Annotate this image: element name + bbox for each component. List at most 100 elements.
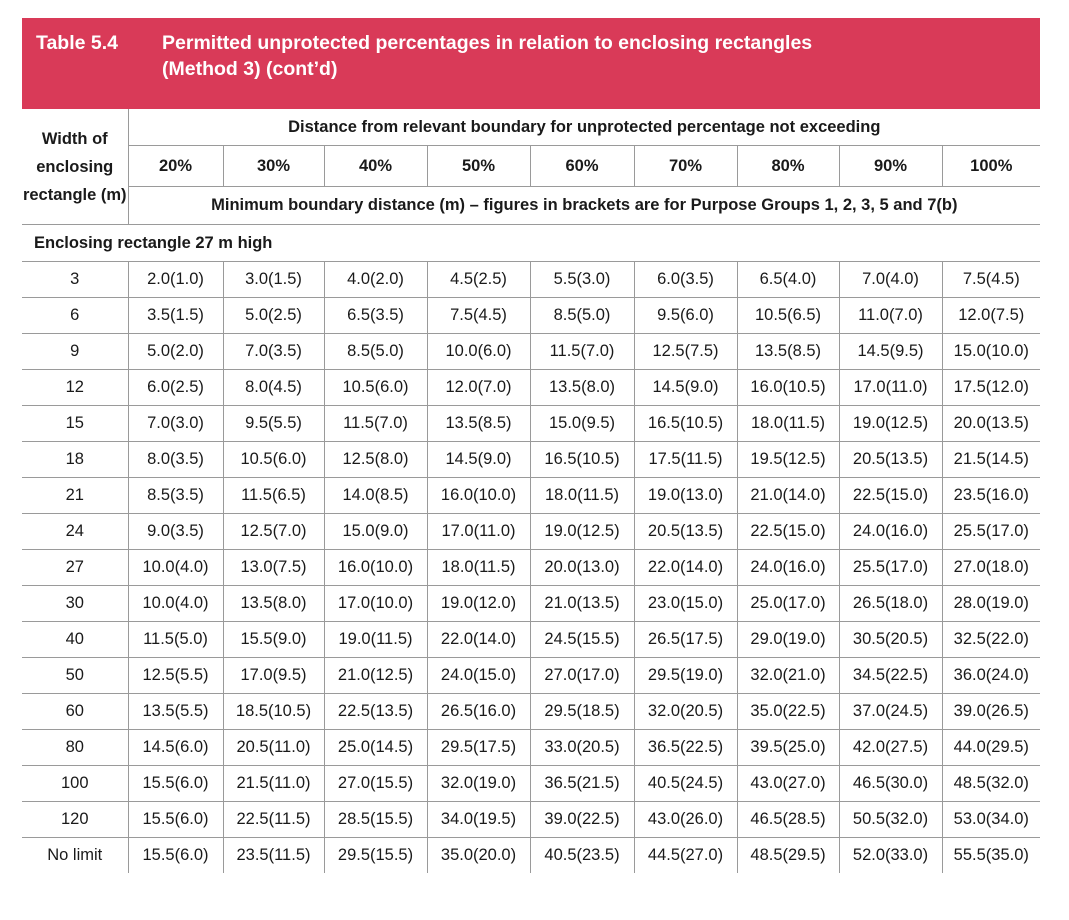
distance-cell: 30.5(20.5) xyxy=(838,621,943,658)
distance-cell: 25.5(17.0) xyxy=(941,513,1041,550)
minimum-distance-header: Minimum boundary distance (m) – figures … xyxy=(127,186,1041,225)
distance-cell: 28.5(15.5) xyxy=(323,801,428,838)
distance-cell: 20.5(13.5) xyxy=(838,441,943,478)
width-cell: 27 xyxy=(22,549,129,586)
percentage-header: 20% xyxy=(127,145,224,187)
distance-cell: 36.5(21.5) xyxy=(529,765,635,802)
distance-cell: 18.0(11.5) xyxy=(426,549,531,586)
distance-cell: 27.0(18.0) xyxy=(941,549,1041,586)
distance-cell: 44.0(29.5) xyxy=(941,729,1041,766)
distance-cell: 16.0(10.5) xyxy=(736,369,840,406)
distance-cell: 29.5(19.0) xyxy=(633,657,738,694)
percentage-header: 40% xyxy=(323,145,428,187)
width-cell: 120 xyxy=(22,801,129,838)
distance-header: Distance from relevant boundary for unpr… xyxy=(127,109,1041,146)
distance-cell: 29.5(18.5) xyxy=(529,693,635,730)
distance-cell: 17.0(10.0) xyxy=(323,585,428,622)
distance-cell: 29.0(19.0) xyxy=(736,621,840,658)
distance-cell: 4.5(2.5) xyxy=(426,261,531,298)
table-row: 15 7.0(3.0) 9.5(5.5) 11.5(7.0) 13.5(8.5) 15.0… xyxy=(22,405,1041,442)
distance-cell: 44.5(27.0) xyxy=(633,837,738,873)
distance-cell: 13.0(7.5) xyxy=(222,549,325,586)
table-row: 100 15.5(6.0) 21.5(11.0) 27.0(15.5) 32.0(19.… xyxy=(22,765,1041,802)
distance-cell: 4.0(2.0) xyxy=(323,261,428,298)
table-header: Width of enclosing rectangle (m) Distanc… xyxy=(22,109,1041,225)
distance-cell: 10.5(6.0) xyxy=(323,369,428,406)
percentage-header: 100% xyxy=(941,145,1041,187)
distance-cell: 19.0(12.5) xyxy=(529,513,635,550)
percentage-header: 90% xyxy=(838,145,943,187)
distance-cell: 27.0(15.5) xyxy=(323,765,428,802)
distance-cell: 17.5(12.0) xyxy=(941,369,1041,406)
distance-cell: 21.0(12.5) xyxy=(323,657,428,694)
distance-cell: 26.5(18.0) xyxy=(838,585,943,622)
distance-cell: 13.5(8.5) xyxy=(736,333,840,370)
table-body: Enclosing rectangle 27 m high 3 2.0(1.0) 3… xyxy=(22,224,1041,873)
distance-cell: 6.0(2.5) xyxy=(127,369,224,406)
distance-cell: 18.0(11.5) xyxy=(736,405,840,442)
distance-cell: 3.5(1.5) xyxy=(127,297,224,334)
percentage-header-row: 20% 30% 40% 50% 60% 70% 80% 90% 100% xyxy=(22,145,1041,187)
width-cell: 3 xyxy=(22,261,129,298)
distance-cell: 40.5(24.5) xyxy=(633,765,738,802)
distance-cell: 36.5(22.5) xyxy=(633,729,738,766)
distance-cell: 21.0(13.5) xyxy=(529,585,635,622)
table-row: 9 5.0(2.0) 7.0(3.5) 8.5(5.0) 10.0(6.0) 11.5(7… xyxy=(22,333,1041,370)
distance-cell: 20.5(11.0) xyxy=(222,729,325,766)
distance-cell: 2.0(1.0) xyxy=(127,261,224,298)
distance-cell: 10.5(6.5) xyxy=(736,297,840,334)
distance-cell: 5.0(2.0) xyxy=(127,333,224,370)
distance-cell: 24.0(16.0) xyxy=(838,513,943,550)
distance-cell: 7.0(3.0) xyxy=(127,405,224,442)
width-cell: 21 xyxy=(22,477,129,514)
distance-cell: 20.0(13.5) xyxy=(941,405,1041,442)
document: Table 5.4 Permitted unprotected percenta… xyxy=(22,18,1041,873)
table-row: 50 12.5(5.5) 17.0(9.5) 21.0(12.5) 24.0(15.0)… xyxy=(22,657,1041,694)
distance-cell: 34.0(19.5) xyxy=(426,801,531,838)
distance-cell: 15.5(9.0) xyxy=(222,621,325,658)
distance-cell: 53.0(34.0) xyxy=(941,801,1041,838)
distance-cell: 9.5(6.0) xyxy=(633,297,738,334)
width-cell: 40 xyxy=(22,621,129,658)
distance-cell: 42.0(27.5) xyxy=(838,729,943,766)
distance-cell: 25.5(17.0) xyxy=(838,549,943,586)
table-row: 30 10.0(4.0) 13.5(8.0) 17.0(10.0) 19.0(12.0)… xyxy=(22,585,1041,622)
distance-cell: 18.5(10.5) xyxy=(222,693,325,730)
distance-cell: 19.5(12.5) xyxy=(736,441,840,478)
distance-cell: 11.5(5.0) xyxy=(127,621,224,658)
distance-cell: 8.5(5.0) xyxy=(323,333,428,370)
distance-cell: 16.5(10.5) xyxy=(529,441,635,478)
distance-cell: 14.5(9.5) xyxy=(838,333,943,370)
distance-cell: 52.0(33.0) xyxy=(838,837,943,873)
width-cell: 80 xyxy=(22,729,129,766)
table-title-line-1: Permitted unprotected percentages in rel… xyxy=(162,32,813,54)
distance-cell: 24.0(16.0) xyxy=(736,549,840,586)
width-cell: 60 xyxy=(22,693,129,730)
distance-cell: 48.5(29.5) xyxy=(736,837,840,873)
table-title-bar: Table 5.4 Permitted unprotected percenta… xyxy=(22,18,1040,109)
distance-cell: 34.5(22.5) xyxy=(838,657,943,694)
table-row: 40 11.5(5.0) 15.5(9.0) 19.0(11.5) 22.0(14.0)… xyxy=(22,621,1041,658)
distance-cell: 15.0(10.0) xyxy=(941,333,1041,370)
boundary-distance-table: Width of enclosing rectangle (m) Distanc… xyxy=(22,109,1041,873)
distance-cell: 17.0(11.0) xyxy=(426,513,531,550)
table-number: Table 5.4 xyxy=(36,32,119,54)
distance-cell: 11.5(6.5) xyxy=(222,477,325,514)
distance-cell: 15.0(9.5) xyxy=(529,405,635,442)
distance-cell: 22.5(15.0) xyxy=(736,513,840,550)
distance-cell: 8.5(5.0) xyxy=(529,297,635,334)
width-cell: 100 xyxy=(22,765,129,802)
width-cell: 18 xyxy=(22,441,129,478)
distance-cell: 33.0(20.5) xyxy=(529,729,635,766)
table-row: 120 15.5(6.0) 22.5(11.5) 28.5(15.5) 34.0(19.… xyxy=(22,801,1041,838)
width-cell: 12 xyxy=(22,369,129,406)
distance-cell: 19.0(13.0) xyxy=(633,477,738,514)
distance-cell: 27.0(17.0) xyxy=(529,657,635,694)
distance-cell: 12.0(7.5) xyxy=(941,297,1041,334)
distance-cell: 24.5(15.5) xyxy=(529,621,635,658)
distance-cell: 11.5(7.0) xyxy=(323,405,428,442)
distance-cell: 25.0(17.0) xyxy=(736,585,840,622)
distance-cell: 35.0(22.5) xyxy=(736,693,840,730)
distance-cell: 17.0(11.0) xyxy=(838,369,943,406)
distance-cell: 8.0(4.5) xyxy=(222,369,325,406)
